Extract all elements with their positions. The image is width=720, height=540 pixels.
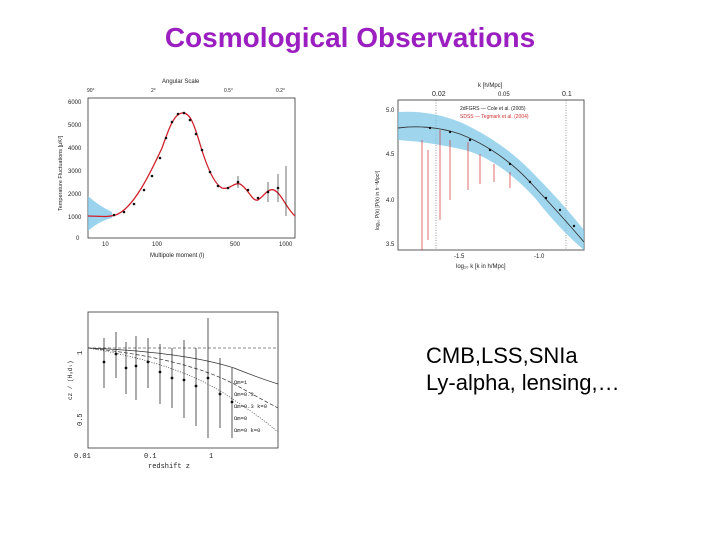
cmb-x-label: Multipole moment (l) — [150, 253, 204, 259]
lss-x-tick: -1.5 — [454, 254, 465, 260]
lss-y-tick: 5.0 — [386, 108, 395, 114]
cmb-top-tick: 2° — [151, 88, 156, 94]
sn-x-tick: 1 — [209, 453, 213, 461]
cmb-top-tick: 90° — [87, 88, 95, 94]
cmb-y-tick: 0 — [76, 236, 80, 242]
lss-legend-entry: SDSS — Tegmark et al. (2004) — [460, 114, 529, 120]
sn-model-curve — [87, 347, 279, 385]
cmb-top-tick: 0.5° — [224, 88, 233, 94]
cmb-y-tick: 4000 — [68, 146, 82, 152]
cmb-y-tick: 6000 — [68, 100, 82, 106]
observations-caption: CMB,LSS,SNIa Ly-alpha, lensing,… — [426, 342, 620, 396]
lss-y-tick: 4.5 — [386, 152, 395, 158]
lss-2dfgrs-points — [428, 126, 576, 228]
caption-line: CMB,LSS,SNIa — [426, 343, 578, 368]
sn-model-curve — [87, 347, 279, 433]
cmb-data-points — [112, 111, 280, 217]
cmb-y-tick: 1000 — [68, 215, 82, 221]
sn-model-curve — [87, 347, 279, 409]
matter-power-spectrum-figure: k [h/Mpc] 0.02 0.05 0.1 5.0 4.5 4.0 3.5 … — [370, 80, 588, 270]
lss-y-tick: 3.5 — [386, 242, 395, 248]
lss-y-tick: 4.0 — [386, 198, 395, 204]
sn-x-tick: 0.01 — [74, 453, 91, 461]
sn-x-tick: 0.1 — [144, 453, 157, 461]
caption-line: Ly-alpha, lensing,… — [426, 370, 620, 395]
cmb-x-tick: 500 — [230, 242, 241, 248]
cmb-y-tick: 3000 — [68, 169, 82, 175]
sn-legend-entry: Ωm=0 k=0 — [234, 427, 260, 434]
sn-y-label: cz / (H₀dₗ) — [67, 360, 74, 400]
lss-uncertainty-band — [398, 111, 584, 250]
cmb-theory-curve — [87, 112, 296, 218]
supernova-hubble-diagram: 1 0.5 cz / (H₀dₗ) 0.01 0.1 1 redshift z … — [64, 308, 282, 472]
cmb-top-label: Angular Scale — [162, 79, 200, 85]
sn-x-label: redshift z — [148, 463, 190, 471]
sn-data-points — [102, 352, 234, 404]
cmb-x-tick: 10 — [102, 242, 109, 248]
sn-plot-frame — [87, 311, 279, 449]
lss-top-tick: 0.05 — [498, 92, 510, 98]
sn-y-tick: 0.5 — [77, 413, 85, 426]
cmb-cosmic-variance-band — [88, 196, 112, 231]
lss-sdss-errorbars — [421, 130, 511, 250]
cmb-power-spectrum-figure: Angular Scale 90° 2° 0.5° 0.2° 6000 5000… — [54, 76, 306, 262]
slide-title: Cosmological Observations — [164, 22, 536, 53]
lss-legend-entry: 2dFGRS — Cole et al. (2005) — [460, 106, 526, 112]
lss-y-label: log₁₀ P(k) [P(k) in h⁻³Mpc³] — [375, 170, 381, 230]
sn-legend-entry: Ωm=0.3 k=0 — [234, 403, 267, 410]
cmb-top-tick: 0.2° — [276, 88, 285, 94]
sn-y-tick: 1 — [77, 351, 85, 355]
sn-legend-entry: Ωm=0 — [234, 415, 247, 422]
lss-top-tick: 0.1 — [562, 91, 572, 98]
cmb-error-bars — [237, 166, 287, 216]
cmb-y-tick: 2000 — [68, 192, 82, 198]
cmb-x-tick: 100 — [152, 242, 163, 248]
lss-plot-frame — [397, 99, 585, 251]
cmb-y-label: Temperature Fluctuations [μK²] — [58, 135, 64, 211]
sn-data-errorbars — [103, 318, 233, 438]
sn-legend-entry: Ωm=1 — [234, 379, 248, 386]
lss-model-curve — [397, 126, 585, 243]
lss-top-label: k [h/Mpc] — [478, 83, 503, 89]
cmb-plot-frame — [87, 97, 296, 239]
lss-top-tick: 0.02 — [432, 91, 446, 98]
cmb-y-tick: 5000 — [68, 123, 82, 129]
lss-x-tick: -1.0 — [534, 254, 545, 260]
sn-legend-entry: Ωm=0.3 — [234, 391, 254, 398]
cmb-x-tick: 1000 — [279, 242, 293, 248]
lss-x-label: log₁₀ k [k in h/Mpc] — [456, 264, 506, 270]
